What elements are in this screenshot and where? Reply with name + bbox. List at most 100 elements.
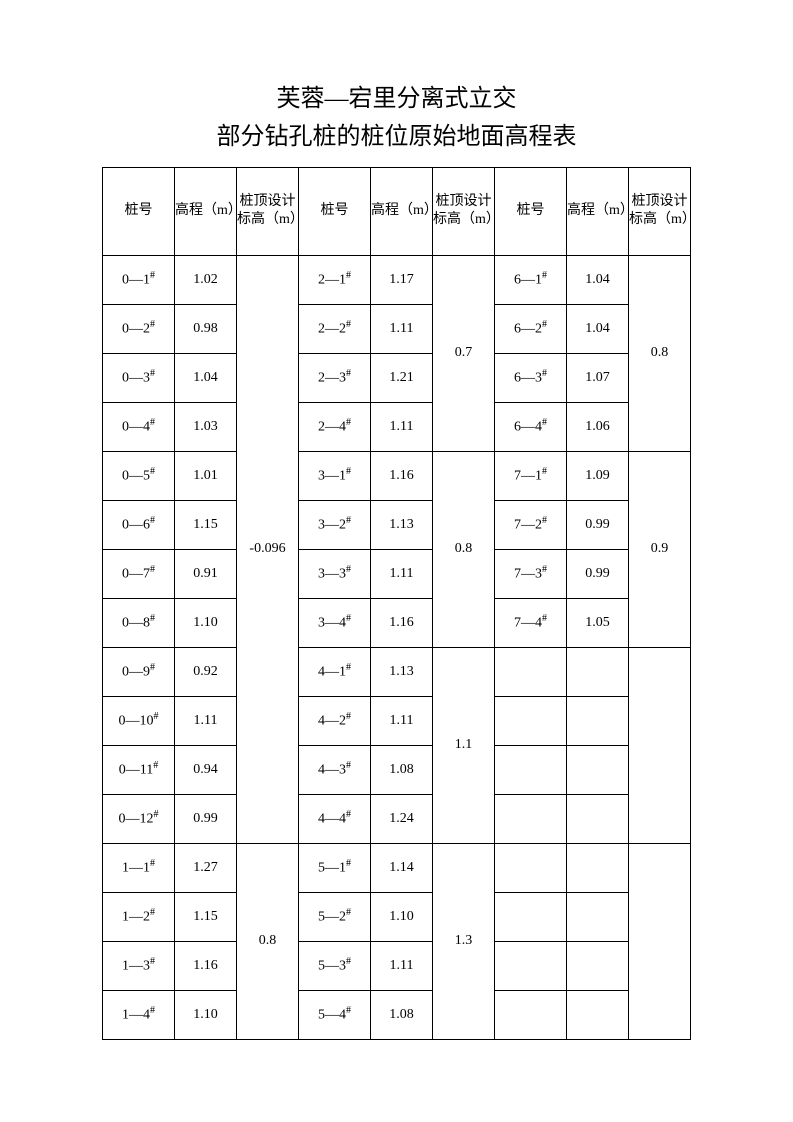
table-row: 1—1#1.270.85—1#1.141.3 — [103, 843, 691, 892]
design-cell: 0.8 — [629, 255, 691, 451]
pile-cell — [495, 696, 567, 745]
pile-cell: 3—1# — [299, 451, 371, 500]
elev-cell: 1.04 — [567, 255, 629, 304]
elev-cell: 1.10 — [371, 892, 433, 941]
pile-cell: 7—4# — [495, 598, 567, 647]
table-row: 0—9#0.924—1#1.131.1 — [103, 647, 691, 696]
table-row: 0—6#1.153—2#1.137—2#0.99 — [103, 500, 691, 549]
pile-cell: 4—3# — [299, 745, 371, 794]
elev-cell: 1.11 — [371, 549, 433, 598]
pile-cell — [495, 843, 567, 892]
pile-cell: 2—1# — [299, 255, 371, 304]
header-pile-1: 桩号 — [103, 167, 175, 255]
pile-cell: 1—2# — [103, 892, 175, 941]
design-cell: 0.7 — [433, 255, 495, 451]
elev-cell: 0.94 — [175, 745, 237, 794]
elev-cell: 1.10 — [175, 990, 237, 1039]
header-elev-1: 高程（m） — [175, 167, 237, 255]
table-row: 0—11#0.94 4—3#1.08 — [103, 745, 691, 794]
design-cell: 0.8 — [237, 843, 299, 1039]
table-row: 0—3#1.042—3#1.216—3#1.07 — [103, 353, 691, 402]
header-elev-2: 高程（m） — [371, 167, 433, 255]
elev-cell: 1.17 — [371, 255, 433, 304]
design-cell: -0.096 — [237, 255, 299, 843]
elev-cell: 1.11 — [371, 304, 433, 353]
table-row: 0—8#1.103—4#1.167—4#1.05 — [103, 598, 691, 647]
elev-cell: 0.98 — [175, 304, 237, 353]
elev-cell: 1.06 — [567, 402, 629, 451]
design-cell — [629, 647, 691, 843]
design-cell — [629, 843, 691, 1039]
pile-cell: 4—1# — [299, 647, 371, 696]
pile-cell: 0—6# — [103, 500, 175, 549]
pile-cell: 7—3# — [495, 549, 567, 598]
pile-cell: 5—1# — [299, 843, 371, 892]
pile-cell: 0—2# — [103, 304, 175, 353]
elev-cell: 1.03 — [175, 402, 237, 451]
elev-cell: 1.11 — [371, 696, 433, 745]
pile-cell: 4—2# — [299, 696, 371, 745]
header-pile-3: 桩号 — [495, 167, 567, 255]
header-pile-2: 桩号 — [299, 167, 371, 255]
elev-cell: 1.05 — [567, 598, 629, 647]
design-cell: 1.1 — [433, 647, 495, 843]
header-design-3: 桩顶设计标高（m） — [629, 167, 691, 255]
elev-cell: 1.07 — [567, 353, 629, 402]
header-elev-3: 高程（m） — [567, 167, 629, 255]
pile-cell: 5—2# — [299, 892, 371, 941]
elev-cell: 1.09 — [567, 451, 629, 500]
pile-cell: 3—2# — [299, 500, 371, 549]
title-line-2: 部分钻孔桩的桩位原始地面高程表 — [0, 118, 793, 156]
pile-cell: 0—11# — [103, 745, 175, 794]
pile-cell: 6—1# — [495, 255, 567, 304]
table-row: 0—1#1.02-0.0962—1#1.170.76—1#1.040.8 — [103, 255, 691, 304]
table-row: 0—10#1.114—2#1.11 — [103, 696, 691, 745]
elev-cell: 0.92 — [175, 647, 237, 696]
elev-cell: 1.16 — [371, 451, 433, 500]
pile-cell: 6—3# — [495, 353, 567, 402]
header-design-2: 桩顶设计标高（m） — [433, 167, 495, 255]
elev-cell: 1.24 — [371, 794, 433, 843]
pile-cell — [495, 647, 567, 696]
design-cell: 0.9 — [629, 451, 691, 647]
elev-cell: 1.04 — [175, 353, 237, 402]
pile-cell: 0—4# — [103, 402, 175, 451]
pile-cell: 0—1# — [103, 255, 175, 304]
pile-cell: 3—4# — [299, 598, 371, 647]
elev-cell — [567, 843, 629, 892]
elev-cell: 1.14 — [371, 843, 433, 892]
elev-cell — [567, 990, 629, 1039]
elev-cell: 0.91 — [175, 549, 237, 598]
pile-cell: 1—3# — [103, 941, 175, 990]
pile-cell: 5—3# — [299, 941, 371, 990]
pile-cell — [495, 892, 567, 941]
pile-cell — [495, 990, 567, 1039]
pile-cell: 1—4# — [103, 990, 175, 1039]
elev-cell: 1.08 — [371, 745, 433, 794]
elev-cell: 1.11 — [371, 402, 433, 451]
elev-cell — [567, 696, 629, 745]
elev-cell: 1.13 — [371, 500, 433, 549]
elev-cell — [567, 745, 629, 794]
elev-cell: 1.15 — [175, 892, 237, 941]
table-row: 0—12#0.994—4#1.24 — [103, 794, 691, 843]
table-row: 1—4#1.105—4#1.08 — [103, 990, 691, 1039]
title-line-1: 芙蓉—宕里分离式立交 — [0, 80, 793, 118]
pile-cell: 2—3# — [299, 353, 371, 402]
pile-cell: 4—4# — [299, 794, 371, 843]
elev-cell: 1.11 — [371, 941, 433, 990]
pile-cell: 2—4# — [299, 402, 371, 451]
elev-cell — [567, 892, 629, 941]
elev-cell — [567, 941, 629, 990]
elev-cell: 1.11 — [175, 696, 237, 745]
header-design-1: 桩顶设计标高（m） — [237, 167, 299, 255]
elev-cell: 0.99 — [175, 794, 237, 843]
pile-cell: 0—10# — [103, 696, 175, 745]
elev-cell — [567, 647, 629, 696]
elev-cell: 0.99 — [567, 549, 629, 598]
elev-cell: 1.27 — [175, 843, 237, 892]
pile-cell: 1—1# — [103, 843, 175, 892]
pile-cell: 3—3# — [299, 549, 371, 598]
design-cell: 0.8 — [433, 451, 495, 647]
table-row: 0—4#1.032—4#1.116—4#1.06 — [103, 402, 691, 451]
